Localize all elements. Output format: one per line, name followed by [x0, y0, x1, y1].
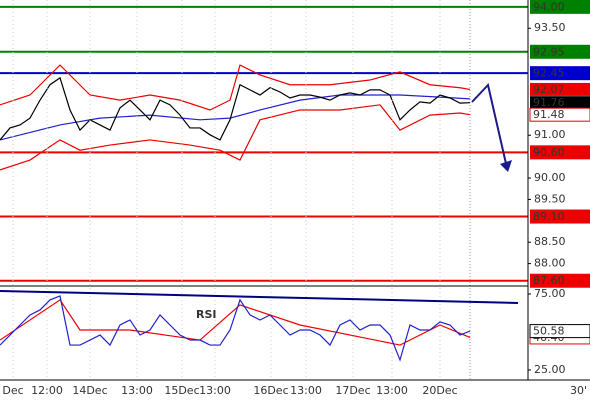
marker-box — [529, 324, 590, 339]
marker-label: 92.07 — [533, 83, 565, 96]
series-line — [0, 295, 471, 362]
x-tick-label: 20Dec — [422, 384, 457, 397]
marker-label: 50.58 — [533, 325, 565, 338]
marker-box — [529, 107, 590, 122]
y-tick-label: 75.00 — [534, 287, 566, 300]
panel-label: RSI — [196, 308, 217, 321]
level-label: 92.45 — [533, 67, 565, 80]
y-tick-label: 90.00 — [534, 171, 566, 184]
level-label-box — [530, 0, 590, 14]
level-label-box — [530, 44, 590, 59]
x-tick-label: 13:00 — [121, 384, 153, 397]
x-tick-label: 13:00 — [199, 384, 231, 397]
level-label-box — [530, 209, 590, 224]
x-tick-label: 14Dec — [72, 384, 107, 397]
x-tick-label: 17Dec — [335, 384, 370, 397]
level-label: 90.60 — [533, 146, 565, 159]
level-label: 92.95 — [533, 45, 565, 58]
marker-label: 91.48 — [533, 108, 565, 121]
series-line — [0, 76, 471, 141]
series-line — [0, 64, 471, 111]
x-tick-label: 13:00 — [376, 384, 408, 397]
timeframe: 30' — [570, 384, 587, 397]
x-tick-label: 12:00 — [31, 384, 63, 397]
x-tick-label: 13:00 — [290, 384, 322, 397]
x-tick-label: 16Dec — [253, 384, 288, 397]
level-label: 89.10 — [533, 210, 565, 223]
y-tick-label: 91.00 — [534, 128, 566, 141]
level-label-box — [530, 273, 590, 288]
y-tick-label: 89.50 — [534, 192, 566, 205]
x-tick-label: 15Dec — [164, 384, 199, 397]
plot — [0, 0, 528, 380]
series-line — [0, 299, 471, 346]
marker-label: 91.76 — [533, 96, 565, 109]
y-tick-label: 25.00 — [534, 363, 566, 376]
level-label: 94.00 — [533, 0, 565, 13]
marker-box — [530, 82, 590, 96]
series-line — [0, 104, 471, 171]
series-line — [0, 94, 471, 141]
arrow-head — [500, 160, 512, 172]
y-tick-label: 88.50 — [534, 235, 566, 248]
y-tick-label: 88.00 — [534, 257, 566, 270]
marker-box — [530, 96, 590, 110]
y-tick-label: 93.50 — [534, 21, 566, 34]
level-label-box — [530, 145, 590, 160]
trendline — [0, 289, 519, 304]
level-label-box — [530, 66, 590, 81]
level-label: 87.60 — [533, 274, 565, 287]
forecast-arrow — [471, 82, 508, 169]
x-tick-label: Dec — [2, 384, 23, 397]
